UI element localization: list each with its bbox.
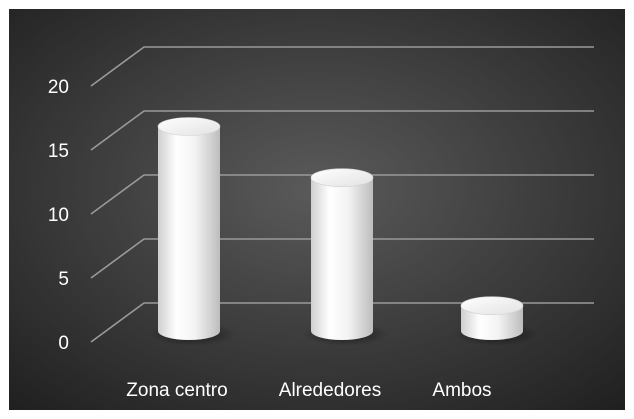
bar-1 xyxy=(150,117,236,346)
y-tick-label: 0 xyxy=(58,333,69,354)
gridline xyxy=(90,46,594,87)
bar-top xyxy=(157,117,221,136)
gridline xyxy=(90,238,594,279)
y-tick-label: 20 xyxy=(48,77,69,98)
gridline xyxy=(90,174,594,215)
x-category-label: Zona centro xyxy=(126,380,227,401)
bar-2 xyxy=(303,168,389,346)
y-tick-label: 10 xyxy=(48,205,69,226)
gridline xyxy=(90,302,594,343)
bar-top xyxy=(460,296,524,316)
bar-body xyxy=(311,177,373,340)
x-category-label: Ambos xyxy=(432,380,491,401)
grid-layer xyxy=(90,46,594,343)
gridline xyxy=(90,110,594,151)
chart-svg: 0 5 10 15 20 Zona centro Alrededores Ambos xyxy=(9,9,625,410)
bar-3 xyxy=(453,296,539,346)
bar-layer xyxy=(150,117,539,346)
x-axis-labels: Zona centro Alrededores Ambos xyxy=(126,380,491,401)
x-category-label: Alrededores xyxy=(279,380,381,401)
bar-body xyxy=(158,126,220,340)
bar-top xyxy=(310,168,374,187)
y-tick-label: 15 xyxy=(48,141,69,162)
chart-area: 0 5 10 15 20 Zona centro Alrededores Ambos xyxy=(9,9,625,410)
y-tick-label: 5 xyxy=(58,269,69,290)
bar-body xyxy=(461,305,523,340)
y-axis-ticks: 0 5 10 15 20 xyxy=(48,77,69,354)
